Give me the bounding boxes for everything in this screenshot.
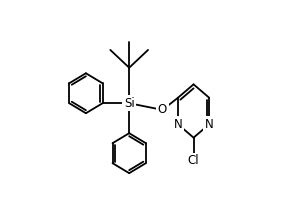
Text: Cl: Cl <box>188 155 199 167</box>
Text: N: N <box>205 118 213 131</box>
Text: O: O <box>158 103 167 116</box>
Text: N: N <box>174 118 182 131</box>
Text: Si: Si <box>124 97 135 110</box>
